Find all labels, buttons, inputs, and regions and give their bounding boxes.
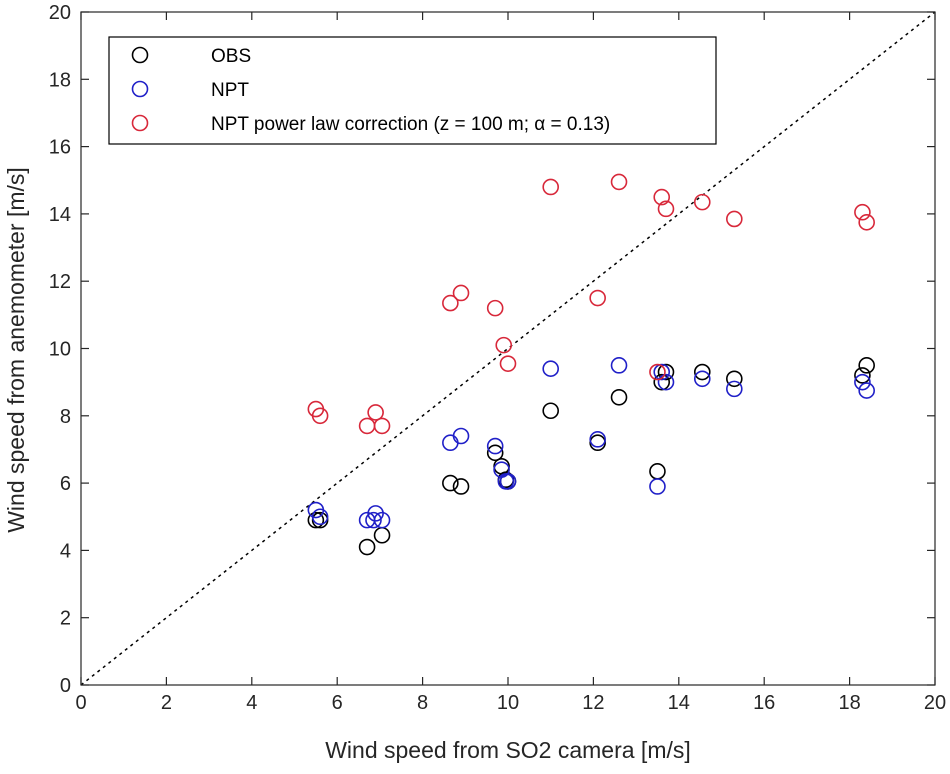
x-axis-label: Wind speed from SO2 camera [m/s]	[325, 737, 691, 763]
data-point	[367, 404, 384, 421]
series-npt-power-law	[307, 173, 875, 435]
data-point	[649, 363, 666, 381]
data-point	[858, 382, 875, 399]
y-tick-label: 10	[49, 339, 71, 361]
y-tick-label: 8	[60, 406, 71, 428]
data-point	[442, 294, 459, 312]
y-tick-label: 18	[49, 69, 71, 91]
series-npt	[307, 357, 875, 529]
data-point	[452, 284, 470, 302]
x-tick-label: 4	[246, 692, 257, 714]
data-point	[452, 478, 470, 495]
x-tick-label: 8	[417, 692, 428, 714]
data-point	[373, 511, 391, 529]
data-point	[726, 380, 743, 398]
y-tick-label: 6	[60, 473, 71, 495]
data-point	[373, 417, 391, 435]
data-point	[542, 402, 560, 420]
x-tick-label: 20	[924, 692, 946, 714]
x-tick-label: 10	[497, 692, 519, 714]
data-point	[693, 363, 711, 381]
data-point	[858, 357, 875, 374]
legend-marker-obs	[131, 46, 149, 64]
y-tick-label: 20	[49, 2, 71, 24]
data-point	[726, 210, 743, 228]
data-point	[726, 370, 743, 388]
y-tick-label: 2	[60, 608, 71, 630]
y-tick-label: 4	[60, 540, 71, 562]
y-tick-label: 0	[60, 675, 71, 697]
y-axis-label: Wind speed from anemometer [m/s]	[3, 167, 29, 533]
data-point	[657, 363, 675, 381]
data-point	[486, 444, 504, 462]
legend: OBS NPT NPT power law correction (z = 10…	[108, 36, 717, 145]
data-point	[657, 200, 675, 218]
x-tick-label: 14	[668, 692, 690, 714]
data-point	[653, 373, 671, 391]
x-tick-label: 2	[161, 692, 172, 714]
data-point	[365, 511, 382, 529]
data-point	[499, 355, 517, 372]
data-point	[610, 388, 628, 406]
x-tick-label: 0	[75, 692, 86, 714]
data-point	[693, 193, 711, 211]
data-point	[499, 473, 517, 490]
data-point	[653, 188, 671, 206]
data-point	[610, 173, 628, 191]
data-point	[486, 437, 504, 455]
x-tick-label: 18	[838, 692, 860, 714]
x-tick-label: 6	[332, 692, 343, 714]
data-point	[589, 431, 606, 448]
legend-box	[108, 36, 717, 145]
data-point	[854, 203, 871, 221]
data-point	[854, 373, 871, 391]
data-point	[311, 407, 329, 425]
data-point	[693, 370, 711, 388]
data-point	[589, 289, 606, 307]
x-tick-label: 12	[582, 692, 604, 714]
legend-label-npt: NPT	[211, 80, 249, 101]
data-point	[657, 373, 675, 391]
y-tick-label: 12	[49, 271, 71, 293]
y-tick-label: 16	[49, 137, 71, 159]
data-point	[649, 478, 666, 495]
legend-marker-npt-power-law	[131, 114, 149, 132]
data-point	[452, 427, 470, 445]
legend-label-npt-power-law: NPT power law correction (z = 100 m; α =…	[211, 114, 610, 135]
data-point	[854, 367, 871, 384]
y-tick-label: 14	[49, 204, 71, 226]
data-point	[307, 511, 325, 529]
data-point	[858, 214, 875, 231]
data-point	[542, 178, 560, 196]
data-point	[358, 538, 376, 556]
data-point	[495, 336, 513, 354]
legend-label-obs: OBS	[211, 46, 251, 67]
data-point	[542, 360, 560, 377]
data-point	[610, 357, 628, 374]
x-tick-label: 16	[753, 692, 775, 714]
legend-marker-npt	[131, 80, 149, 98]
data-point	[486, 299, 504, 317]
data-point	[442, 474, 459, 492]
data-point	[653, 363, 671, 381]
data-point	[311, 508, 329, 526]
